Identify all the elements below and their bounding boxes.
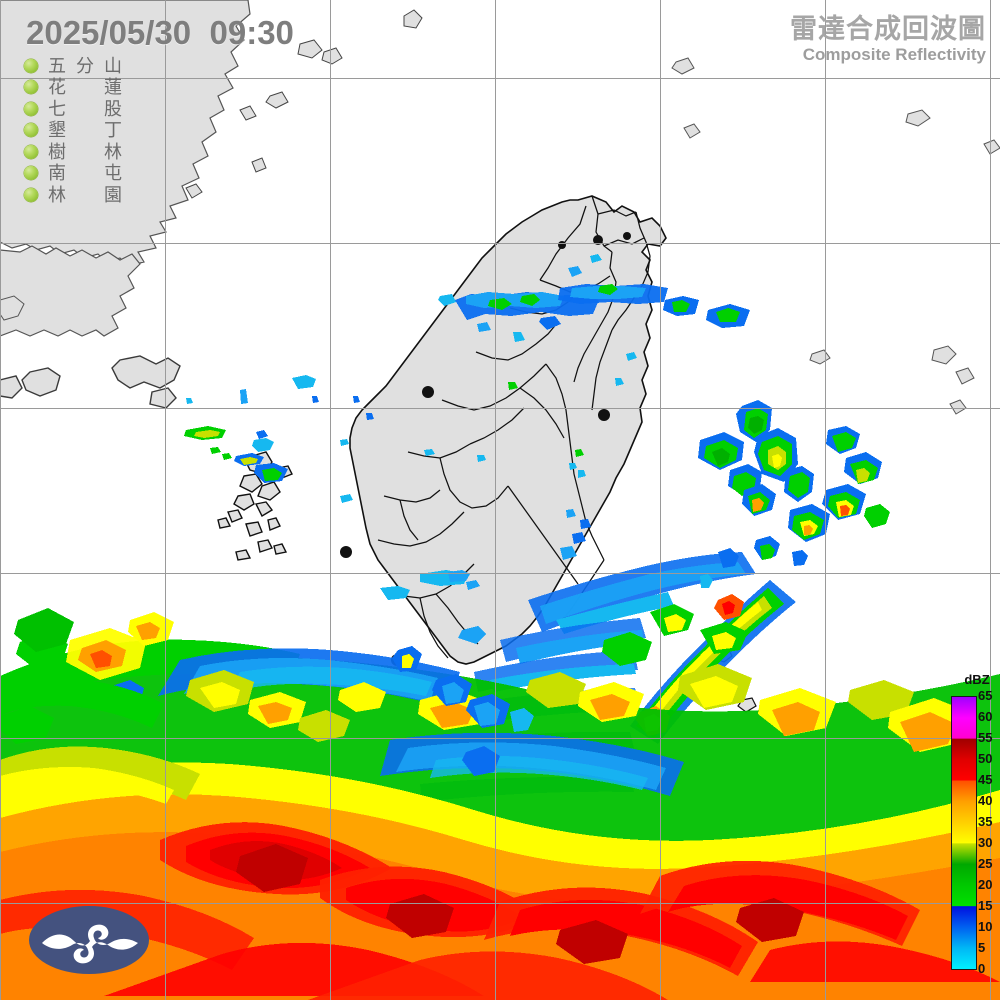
- station-char: 樹: [48, 141, 66, 162]
- legend-tick: 25: [978, 856, 993, 871]
- station-char: 七: [48, 98, 66, 119]
- station-status-dot: [24, 80, 38, 95]
- station-char: 丁: [104, 120, 122, 141]
- station-item[interactable]: 南 屯: [24, 163, 122, 185]
- station-char: 花: [48, 77, 66, 98]
- legend-tick: 0: [978, 961, 986, 976]
- station-item[interactable]: 墾 丁: [24, 120, 122, 142]
- station-item[interactable]: 七 股: [24, 98, 122, 120]
- station-name: 五 分 山: [48, 56, 122, 76]
- timestamp-label: 2025/05/30 09:30: [26, 14, 294, 51]
- legend-tick: 5: [978, 940, 986, 955]
- station-status-dot: [24, 166, 38, 181]
- station-char: 蓮: [104, 77, 122, 98]
- station-char: 林: [104, 141, 122, 162]
- title-block: 雷達合成回波圖 Composite Reflectivity: [790, 14, 986, 65]
- legend-tick: 65: [978, 688, 993, 703]
- title-english: Composite Reflectivity: [802, 45, 986, 64]
- dbz-colorbar-legend: dBZ 65 60 55 50 45 40 35 30 25 20 15 10 …: [946, 672, 1000, 992]
- cwa-logo: [29, 906, 149, 974]
- station-char: 股: [104, 98, 122, 119]
- title-chinese: 雷達合成回波圖: [790, 14, 986, 44]
- legend-tick: 35: [978, 814, 993, 829]
- legend-tick: 30: [978, 835, 993, 850]
- legend-tick: 45: [978, 772, 993, 787]
- station-char: 分: [76, 55, 94, 76]
- station-name: 林 園: [48, 185, 122, 205]
- legend-tick: 40: [978, 793, 993, 808]
- station-name: 七 股: [48, 99, 122, 119]
- station-item[interactable]: 花 蓮: [24, 77, 122, 99]
- legend-tick: 60: [978, 709, 993, 724]
- station-status-dot: [24, 123, 38, 138]
- station-status-dot: [24, 101, 38, 116]
- legend-unit-label: dBZ: [964, 672, 990, 687]
- legend-tick: 10: [978, 919, 993, 934]
- legend-tick: 50: [978, 751, 993, 766]
- legend-tick: 20: [978, 877, 993, 892]
- station-char: 山: [104, 55, 122, 76]
- station-name: 樹 林: [48, 142, 122, 162]
- legend-tick: 55: [978, 730, 993, 745]
- station-char: 南: [48, 163, 66, 184]
- radar-station-list: 五 分 山 花 蓮 七 股 墾: [24, 55, 122, 206]
- station-name: 花 蓮: [48, 77, 122, 97]
- station-char: 屯: [104, 163, 122, 184]
- station-item[interactable]: 林 園: [24, 184, 122, 206]
- station-char: 五: [48, 55, 66, 76]
- station-item[interactable]: 樹 林: [24, 141, 122, 163]
- station-name: 南 屯: [48, 163, 122, 183]
- colorbar-gradient: [951, 696, 977, 970]
- station-status-dot: [24, 58, 38, 73]
- legend-tick: 15: [978, 898, 993, 913]
- station-char: 墾: [48, 120, 66, 141]
- station-status-dot: [24, 187, 38, 202]
- station-item[interactable]: 五 分 山: [24, 55, 122, 77]
- station-char: 林: [48, 184, 66, 205]
- station-char: 園: [104, 184, 122, 205]
- station-name: 墾 丁: [48, 120, 122, 140]
- station-status-dot: [24, 144, 38, 159]
